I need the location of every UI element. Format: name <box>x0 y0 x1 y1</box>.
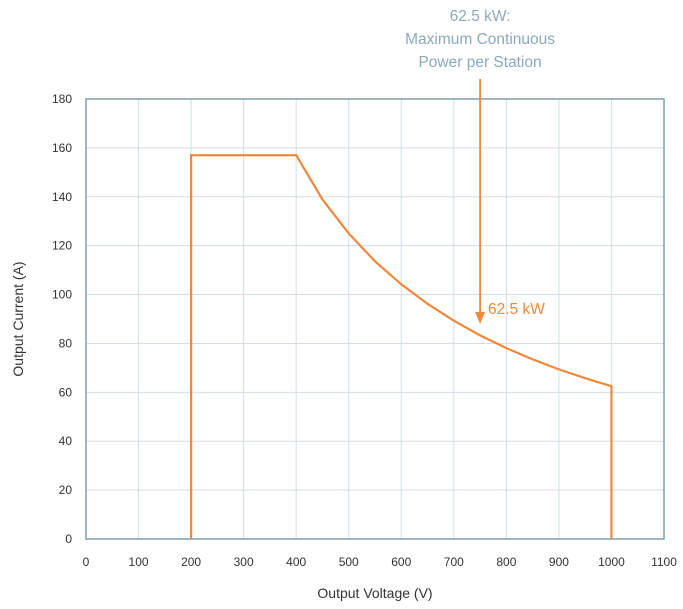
y-tick-label: 140 <box>52 190 72 204</box>
x-axis-label: Output Voltage (V) <box>317 585 432 601</box>
y-axis-ticks: 0 20 40 60 80 100 120 140 160 180 <box>52 92 72 546</box>
y-tick-label: 100 <box>52 288 72 302</box>
x-tick-label: 100 <box>129 555 149 569</box>
x-tick-label: 500 <box>339 555 359 569</box>
y-tick-label: 160 <box>52 141 72 155</box>
y-tick-label: 80 <box>59 336 73 350</box>
y-axis-label: Output Current (A) <box>10 261 26 376</box>
x-tick-label: 1100 <box>651 555 677 569</box>
x-tick-label: 600 <box>391 555 411 569</box>
annotation-arrow-head <box>475 311 486 324</box>
x-tick-label: 700 <box>444 555 464 569</box>
x-tick-label: 300 <box>234 555 254 569</box>
y-tick-label: 120 <box>52 239 72 253</box>
annotation-max-power: 62.5 kW: Maximum Continuous Power per St… <box>405 8 555 324</box>
y-tick-label: 0 <box>65 532 72 546</box>
x-tick-label: 800 <box>496 555 516 569</box>
y-tick-label: 20 <box>59 483 73 497</box>
x-tick-label: 0 <box>83 555 90 569</box>
series-line <box>189 154 613 539</box>
x-tick-label: 900 <box>549 555 569 569</box>
annotation-line: Maximum Continuous <box>405 31 555 48</box>
x-axis-ticks: 0 100 200 300 400 500 600 700 800 900 1000 1100 <box>83 555 678 569</box>
annotation-line: Power per Station <box>418 54 541 71</box>
x-tick-label: 400 <box>286 555 306 569</box>
grid-lines <box>85 98 665 540</box>
annotation-line: 62.5 kW: <box>450 8 511 25</box>
y-tick-label: 60 <box>59 385 73 399</box>
plot-frame <box>85 98 665 540</box>
x-tick-label: 200 <box>181 555 201 569</box>
curve-label: 62.5 kW <box>488 301 545 318</box>
x-tick-label: 1000 <box>598 555 625 569</box>
y-tick-label: 180 <box>52 92 72 106</box>
y-tick-label: 40 <box>59 434 73 448</box>
